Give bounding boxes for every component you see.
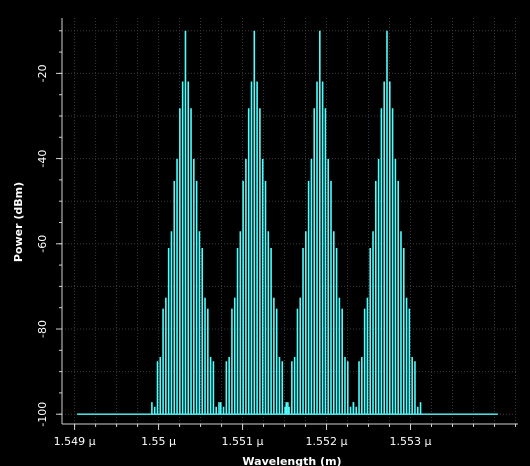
spectrum-series bbox=[77, 30, 498, 415]
x-axis-label: Wavelength (m) bbox=[242, 455, 341, 466]
x-tick-label: 1.553 µ bbox=[390, 435, 432, 448]
y-tick-label: -80 bbox=[36, 320, 49, 338]
y-tick-label: -40 bbox=[36, 150, 49, 168]
y-tick-label: -20 bbox=[36, 64, 49, 82]
x-tick-label: 1.552 µ bbox=[306, 435, 348, 448]
y-tick-label: -100 bbox=[36, 402, 49, 427]
x-tick-label: 1.55 µ bbox=[141, 435, 176, 448]
x-ticks: 1.549 µ 1.55 µ 1.551 µ 1.552 µ 1.553 µ bbox=[54, 424, 516, 448]
y-tick-label: -60 bbox=[36, 235, 49, 253]
axes bbox=[61, 18, 518, 425]
grid bbox=[62, 18, 518, 424]
y-ticks: -20 -40 -60 -80 -100 bbox=[36, 30, 62, 427]
x-tick-label: 1.551 µ bbox=[222, 435, 264, 448]
y-axis-label: Power (dBm) bbox=[12, 182, 25, 262]
x-tick-label: 1.549 µ bbox=[54, 435, 96, 448]
